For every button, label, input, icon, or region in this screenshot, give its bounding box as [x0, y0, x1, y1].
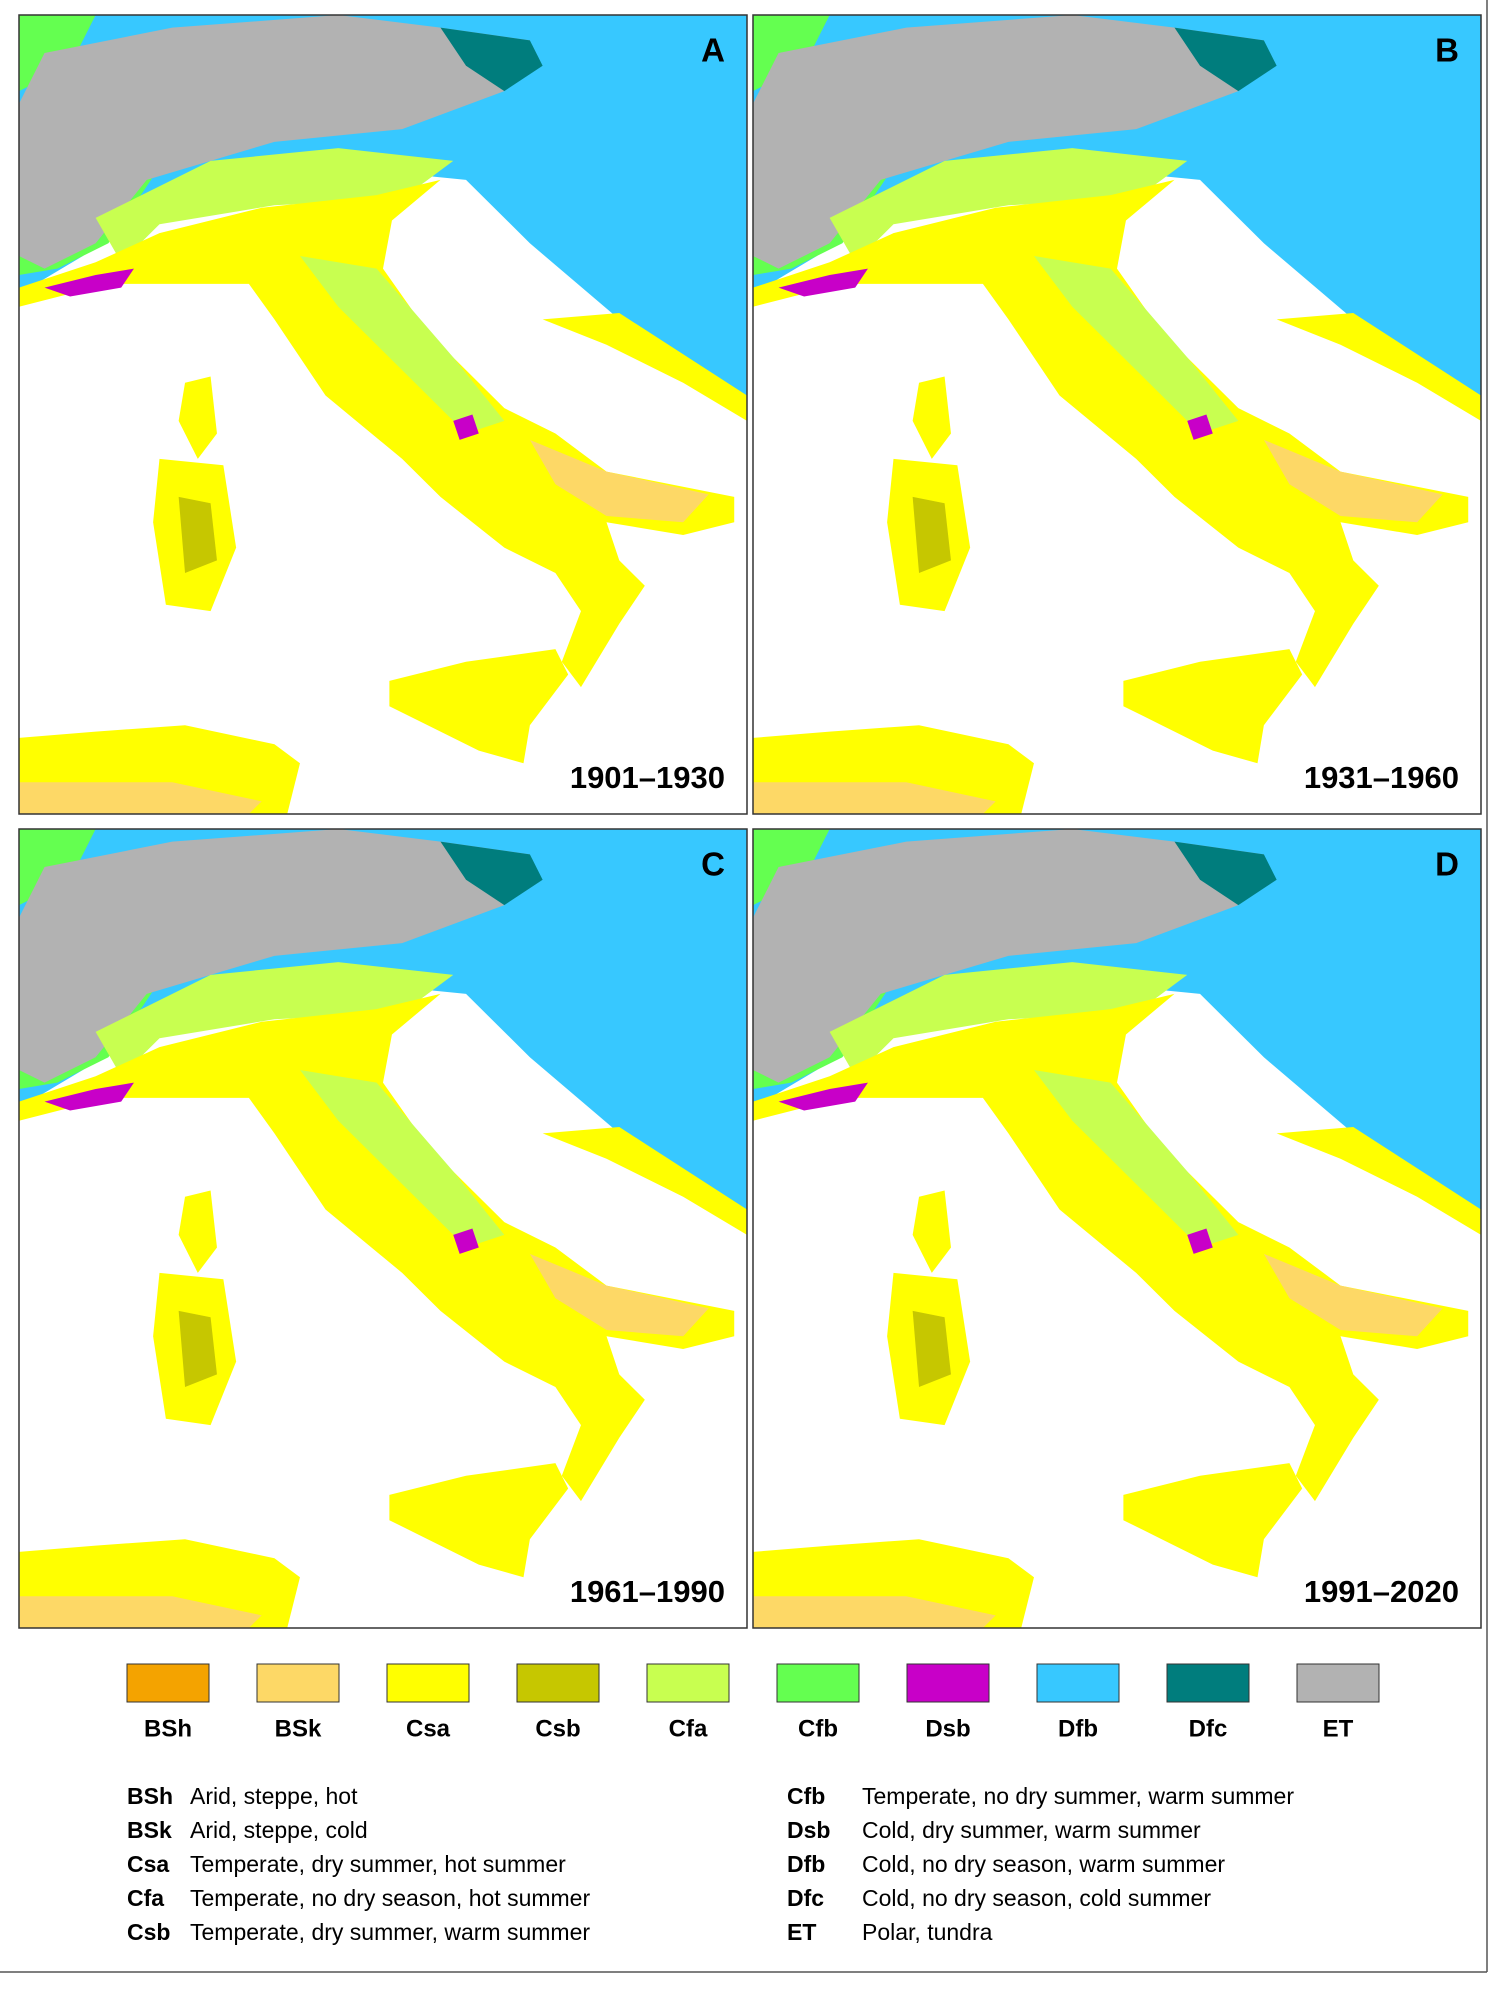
legend-code: BSh: [144, 1715, 192, 1742]
description-code: Dsb: [787, 1817, 830, 1843]
description-code: Cfb: [787, 1783, 825, 1809]
description-code: Csb: [127, 1919, 170, 1945]
panel-letter: C: [701, 846, 725, 883]
panel-period: 1961–1990: [570, 1574, 725, 1609]
panel-period: 1991–2020: [1304, 1574, 1459, 1609]
map-panel: D 1991–2020: [752, 828, 1482, 1629]
description-code: Cfa: [127, 1885, 164, 1911]
legend-code: ET: [1323, 1715, 1354, 1742]
description-code: Dfb: [787, 1851, 825, 1877]
legend-swatch: [256, 1663, 340, 1703]
description-text: Temperate, dry summer, warm summer: [190, 1919, 590, 1945]
panel-period: 1901–1930: [570, 760, 725, 795]
legend-swatch: [776, 1663, 860, 1703]
description-text: Cold, no dry season, cold summer: [862, 1885, 1211, 1911]
panels: A 1901–1930 B 1931–1960 C 1961–1990 D 1991–2020: [18, 14, 1482, 1629]
legend-swatch: [1036, 1663, 1120, 1703]
map: [753, 829, 1481, 1628]
legend-code: Cfb: [798, 1715, 838, 1742]
legend-code: Csa: [406, 1715, 451, 1742]
description-text: Cold, no dry season, warm summer: [862, 1851, 1225, 1877]
description-text: Arid, steppe, cold: [190, 1817, 368, 1843]
description-text: Temperate, no dry season, hot summer: [190, 1885, 590, 1911]
panel-letter: B: [1435, 32, 1459, 69]
legend-swatch: [1166, 1663, 1250, 1703]
legend-swatch: [1296, 1663, 1380, 1703]
legend-code: Csb: [535, 1715, 580, 1742]
legend-code: Dfb: [1058, 1715, 1098, 1742]
legend-swatch: [386, 1663, 470, 1703]
panel-border: [18, 828, 748, 1629]
description-text: Arid, steppe, hot: [190, 1783, 358, 1809]
map-panel: B 1931–1960: [752, 14, 1482, 815]
panel-border: [752, 828, 1482, 1629]
description-text: Temperate, dry summer, hot summer: [190, 1851, 566, 1877]
map-panel: C 1961–1990: [18, 828, 748, 1629]
description-code: BSh: [127, 1783, 173, 1809]
map: [753, 15, 1481, 814]
description-text: Cold, dry summer, warm summer: [862, 1817, 1201, 1843]
panel-period: 1931–1960: [1304, 760, 1459, 795]
map-panel: A 1901–1930: [18, 14, 748, 815]
legend-swatch: [646, 1663, 730, 1703]
legend-swatch: [516, 1663, 600, 1703]
legend-code: Dsb: [925, 1715, 970, 1742]
description-text: Temperate, no dry summer, warm summer: [862, 1783, 1294, 1809]
legend-swatch: [906, 1663, 990, 1703]
description-code: Csa: [127, 1851, 169, 1877]
panel-border: [18, 14, 748, 815]
legend-code: Dfc: [1189, 1715, 1228, 1742]
panel-letter: D: [1435, 846, 1459, 883]
legend-code: Cfa: [669, 1715, 708, 1742]
description-code: BSk: [127, 1817, 172, 1843]
panel-border: [752, 14, 1482, 815]
legend: BSh BSk Csa Csb Cfa Cfb Dsb Dfb Dfc ET BSh Arid, st…: [126, 1663, 1380, 1945]
description-text: Polar, tundra: [862, 1919, 993, 1945]
panel-letter: A: [701, 32, 725, 69]
legend-swatch: [126, 1663, 210, 1703]
legend-code: BSk: [275, 1715, 322, 1742]
description-code: Dfc: [787, 1885, 824, 1911]
description-code: ET: [787, 1919, 816, 1945]
map: [19, 15, 747, 814]
map: [19, 829, 747, 1628]
